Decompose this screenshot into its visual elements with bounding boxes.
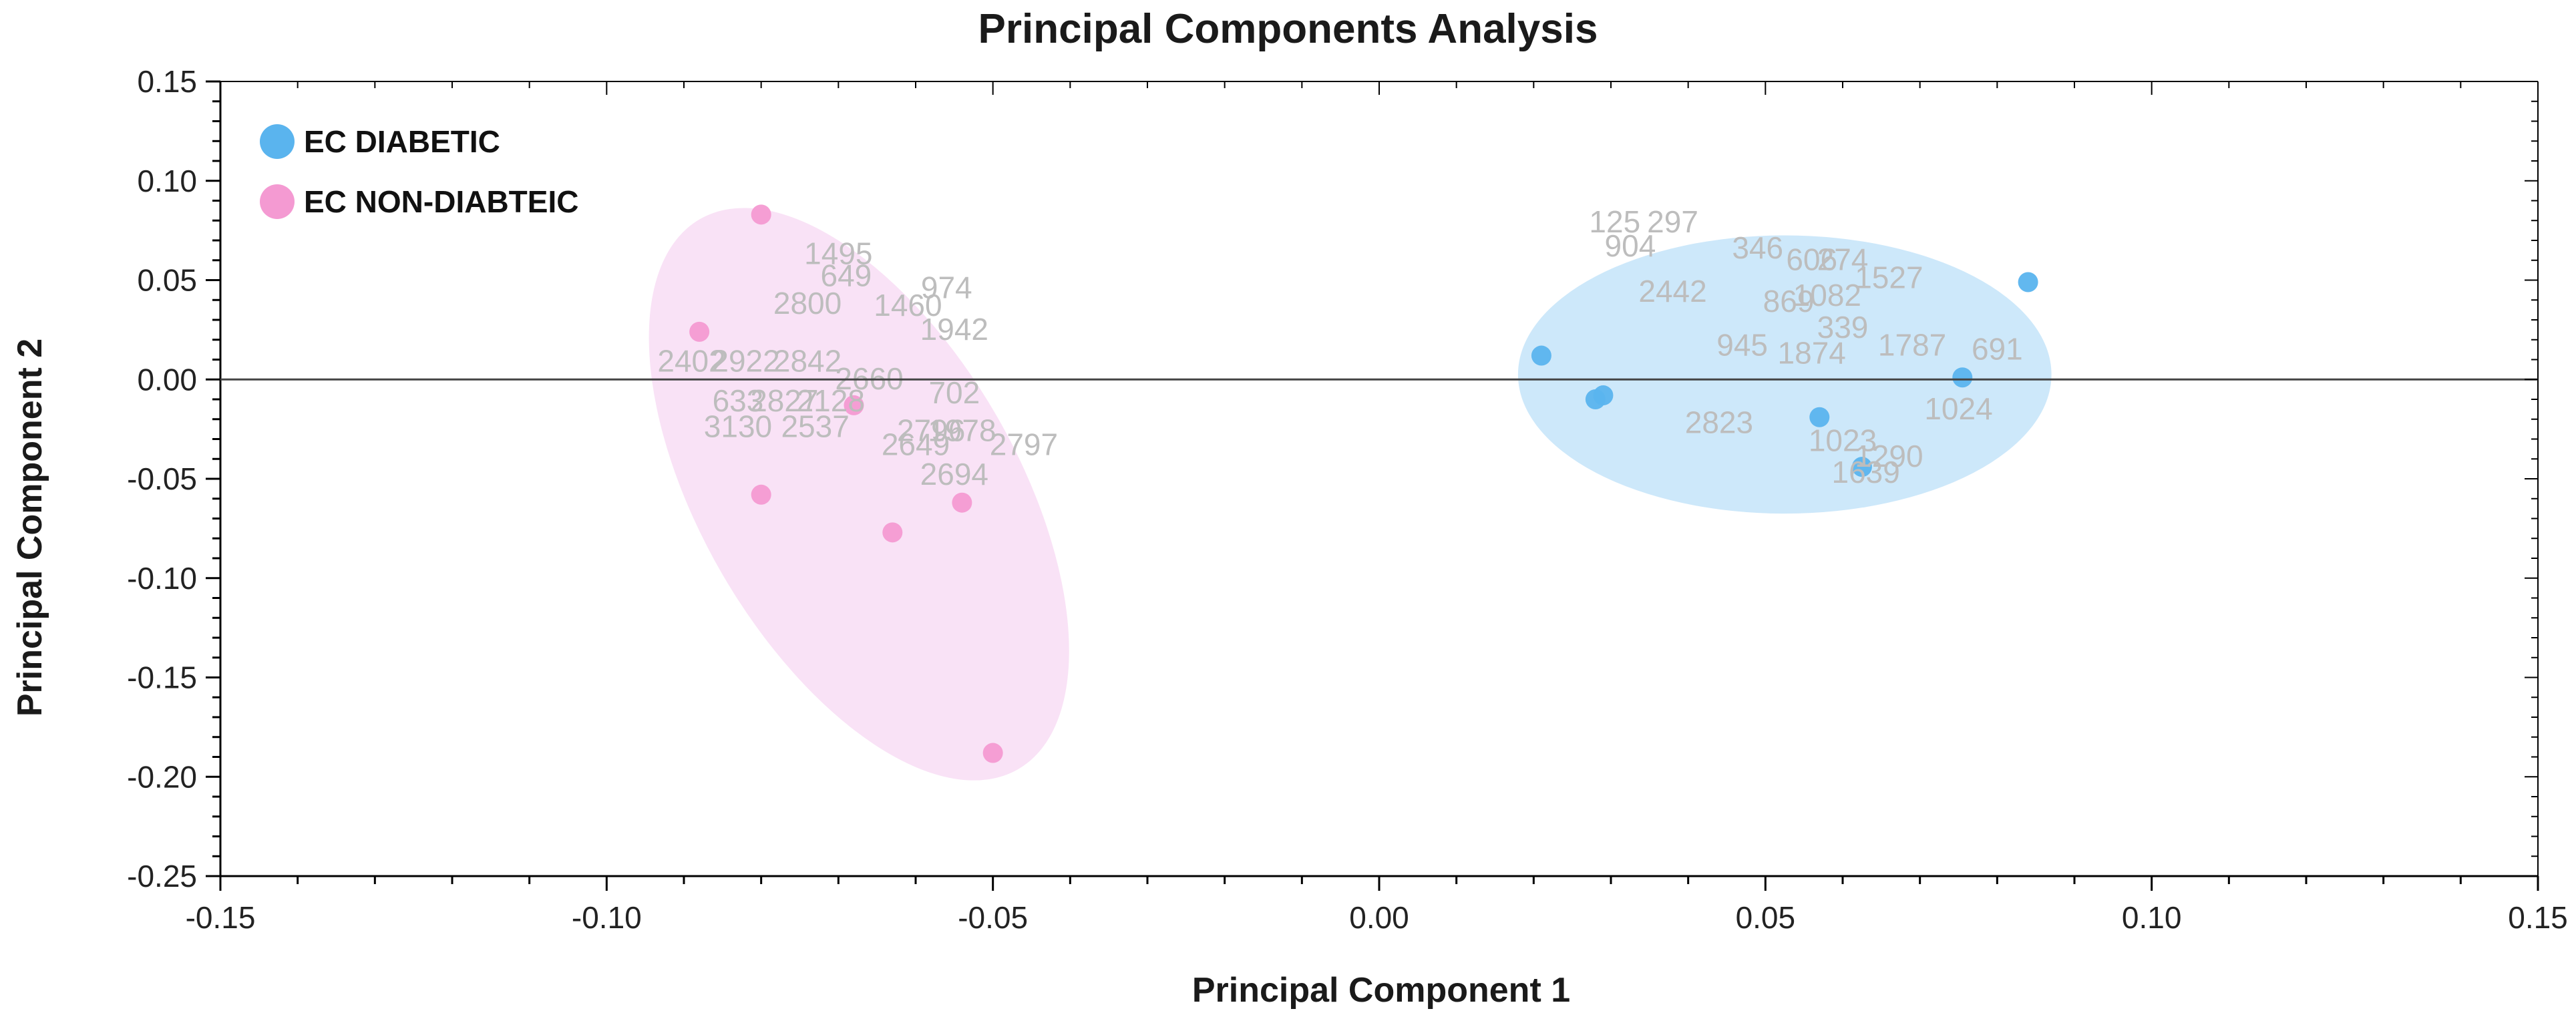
data-point-non-diabetic: [844, 395, 864, 415]
point-label: 904: [1605, 228, 1656, 263]
point-label: 1495: [804, 236, 872, 271]
cluster-ellipse-diabetic: [1517, 235, 2052, 514]
point-label: 702: [928, 375, 980, 410]
point-label: 1942: [920, 312, 988, 347]
point-label: 1787: [1878, 328, 1946, 363]
point-label: 2402: [657, 343, 725, 378]
legend-label-non-diabetic: EC NON-DIABTEIC: [304, 184, 578, 219]
y-axis-title: Principal Component 2: [11, 339, 49, 717]
data-point-non-diabetic: [952, 492, 972, 513]
point-label: 2649: [882, 427, 950, 461]
y-tick-label: -0.25: [127, 859, 197, 893]
x-tick-label: -0.10: [572, 900, 642, 935]
point-label: 1639: [1832, 455, 1900, 489]
y-tick-label: -0.05: [127, 461, 197, 496]
legend-label-diabetic: EC DIABETIC: [304, 124, 500, 159]
data-point-diabetic: [1531, 345, 1551, 366]
data-point-diabetic: [1952, 367, 1973, 388]
y-tick-label: 0.10: [137, 164, 197, 198]
x-tick-label: 0.15: [2508, 900, 2568, 935]
data-points: [689, 204, 2038, 763]
cluster-ellipses: [649, 208, 2052, 781]
point-label: 1082: [1793, 278, 1861, 313]
point-label: 869: [1763, 284, 1815, 319]
x-tick-label: -0.15: [186, 900, 256, 935]
data-point-non-diabetic: [751, 484, 771, 505]
point-label: 606: [1786, 242, 1837, 277]
point-label: 1024: [1924, 391, 1992, 426]
point-label: 1460: [874, 288, 942, 323]
point-label: 649: [821, 258, 872, 292]
y-tick-label: -0.20: [127, 759, 197, 794]
y-tick-label: -0.15: [127, 660, 197, 695]
point-label: 1874: [1778, 335, 1846, 370]
axes: -0.15 -0.10 -0.05 0.00 0.05 0.10 0.15 0.15 0.10 0…: [127, 64, 2568, 935]
data-point-diabetic: [1809, 407, 1830, 427]
point-label: 2694: [920, 457, 988, 491]
point-label: 2827: [750, 383, 818, 418]
legend-marker-diabetic: [260, 124, 295, 159]
data-point-diabetic: [1593, 385, 1614, 406]
point-label: 1023: [1809, 423, 1877, 457]
point-label-highlight: 633: [713, 383, 764, 418]
point-label: 1527: [1855, 260, 1923, 294]
legend: EC DIABETIC EC NON-DIABTEIC: [260, 124, 578, 219]
point-label: 125: [1589, 204, 1640, 239]
data-point-non-diabetic: [982, 743, 1003, 763]
data-point-diabetic: [2018, 272, 2038, 292]
point-label: 2442: [1638, 274, 1706, 309]
y-tick-label: 0.05: [137, 263, 197, 298]
point-label: 339: [1817, 310, 1869, 345]
chart-title: Principal Components Analysis: [978, 6, 1598, 52]
point-label: 2842: [773, 343, 842, 378]
point-label: 1290: [1855, 439, 1923, 473]
y-tick-label: 0.15: [137, 64, 197, 99]
data-point-non-diabetic: [882, 522, 903, 543]
point-label: 691: [1972, 332, 2023, 367]
cluster-ellipse-non-diabetic: [649, 208, 1069, 781]
point-label: 346: [1732, 230, 1783, 265]
point-label: 3130: [704, 409, 772, 444]
x-axis-title: Principal Component 1: [1192, 971, 1570, 1010]
point-label: 274: [1817, 242, 1869, 277]
point-label: 2797: [990, 427, 1058, 461]
data-point-non-diabetic: [689, 321, 710, 342]
point-label: 297: [1647, 204, 1698, 239]
y-tick-label: 0.00: [137, 362, 197, 397]
x-tick-label: -0.05: [958, 900, 1028, 935]
point-label: 2537: [781, 409, 849, 444]
x-tick-label: 0.05: [1736, 900, 1796, 935]
point-label: 1978: [928, 413, 996, 447]
point-label: 2796: [897, 413, 965, 447]
data-point-diabetic: [1851, 457, 1872, 477]
point-label: 2128: [797, 383, 865, 418]
y-tick-label: -0.10: [127, 561, 197, 596]
point-label: 945: [1716, 328, 1768, 363]
point-label: 2823: [1685, 405, 1753, 440]
point-label: 2922: [711, 343, 779, 378]
x-tick-label: 0.00: [1349, 900, 1409, 935]
point-label: 2800: [773, 286, 842, 321]
legend-marker-non-diabetic: [260, 184, 295, 219]
x-tick-label: 0.10: [2122, 900, 2182, 935]
point-label: 974: [921, 270, 972, 304]
data-point-non-diabetic: [751, 204, 771, 225]
